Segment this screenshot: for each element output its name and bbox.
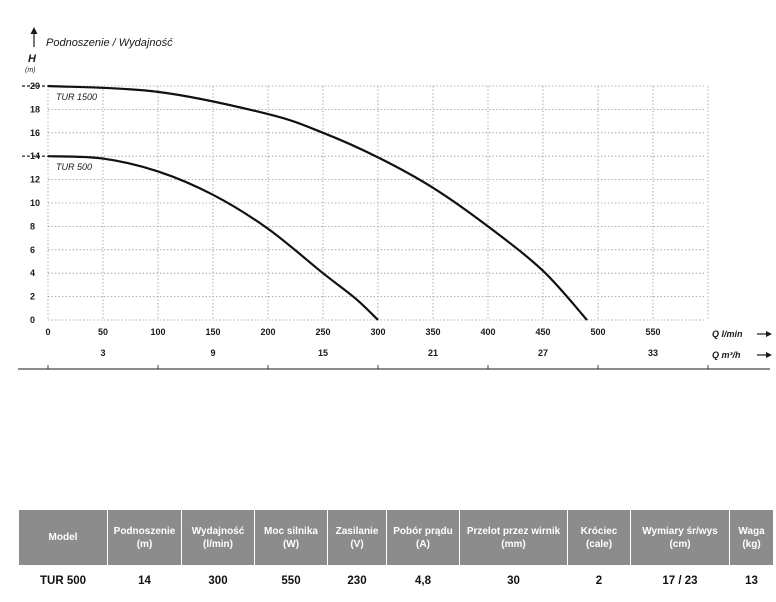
header-head: Podnoszenie (m) — [108, 510, 181, 565]
y-tick-label: 12 — [30, 175, 40, 185]
x-tick-label: 500 — [590, 327, 605, 337]
y-tick-label: 18 — [30, 104, 40, 114]
spec-table-header: Model Podnoszenie (m) Wydajność (l/min) Mo… — [19, 510, 773, 565]
table-row: TUR 500 14 300 550 230 4,8 30 2 17 / 23 … — [19, 565, 773, 597]
header-flow: Wydajność (l/min) — [182, 510, 254, 565]
x-tick-label: 200 — [260, 327, 275, 337]
y-tick-label: 0 — [30, 315, 35, 325]
performance-curve — [47, 84, 588, 321]
x-tick-label: 150 — [205, 327, 220, 337]
cell-weight: 13 — [745, 575, 758, 587]
cell-head: 14 — [138, 575, 151, 587]
x-tick-label: 550 — [645, 327, 660, 337]
y-tick-label: 8 — [30, 221, 35, 231]
y-tick-label: 4 — [30, 268, 35, 278]
x2-tick-label: 15 — [318, 348, 328, 358]
x2-axis-label: Q m³/h — [712, 350, 741, 360]
cell-passage: 30 — [507, 575, 520, 587]
y-arrow-head-icon — [30, 27, 38, 34]
y-tick-label: 14 — [30, 151, 40, 161]
x-tick-label: 450 — [535, 327, 550, 337]
x2-tick-label: 33 — [648, 348, 658, 358]
x-tick-label: 300 — [370, 327, 385, 337]
cell-dimensions: 17 / 23 — [662, 575, 698, 587]
x2-tick-label: 27 — [538, 348, 548, 358]
x-tick-label: 50 — [98, 327, 108, 337]
header-current: Pobór prądu (A) — [387, 510, 459, 565]
x-tick-label: 0 — [45, 327, 50, 337]
x-axis-label: Q l/min — [712, 329, 743, 339]
x2-tick-label: 3 — [100, 348, 105, 358]
y-tick-label: 10 — [30, 198, 40, 208]
y-tick-label: 20 — [30, 81, 40, 91]
shutoff-dashes — [22, 85, 50, 157]
y-tick-label: 2 — [30, 292, 35, 302]
header-passage: Przelot przez wirnik (mm) — [460, 510, 567, 565]
cell-voltage: 230 — [347, 575, 367, 587]
curve-label: TUR 1500 — [56, 92, 97, 102]
x-tick-label: 350 — [425, 327, 440, 337]
cell-flow: 300 — [208, 575, 228, 587]
cell-connector: 2 — [595, 575, 603, 587]
x-arrow-head-icon — [766, 352, 772, 358]
header-dimensions: Wymiary śr/wys (cm) — [631, 510, 729, 565]
performance-curve — [47, 155, 379, 321]
x-tick-label: 100 — [150, 327, 165, 337]
x-arrow-head-icon — [766, 331, 772, 337]
x-tick-label: 400 — [480, 327, 495, 337]
y-tick-label: 6 — [30, 245, 35, 255]
x2-tick-label: 21 — [428, 348, 438, 358]
y-tick-label: 16 — [30, 128, 40, 138]
spec-table: Model Podnoszenie (m) Wydajność (l/min) Mo… — [18, 510, 774, 597]
y-axis-label: H — [28, 53, 37, 65]
header-voltage: Zasilanie (V) — [328, 510, 386, 565]
header-connector: Króciec (cale) — [568, 510, 630, 565]
cell-current: 4,8 — [415, 575, 431, 587]
x-tick-label: 250 — [315, 327, 330, 337]
chart-curves — [47, 84, 588, 321]
y-axis-unit: (m) — [25, 67, 36, 74]
chart-title: Podnoszenie / Wydajność — [46, 37, 173, 49]
cell-power: 550 — [281, 575, 301, 587]
curve-label: TUR 500 — [56, 162, 92, 172]
x2-tick-label: 9 — [210, 348, 215, 358]
header-weight: Waga (kg) — [730, 510, 773, 565]
header-model: Model — [19, 510, 107, 565]
header-power: Moc silnika (W) — [255, 510, 327, 565]
cell-model: TUR 500 — [39, 575, 87, 587]
